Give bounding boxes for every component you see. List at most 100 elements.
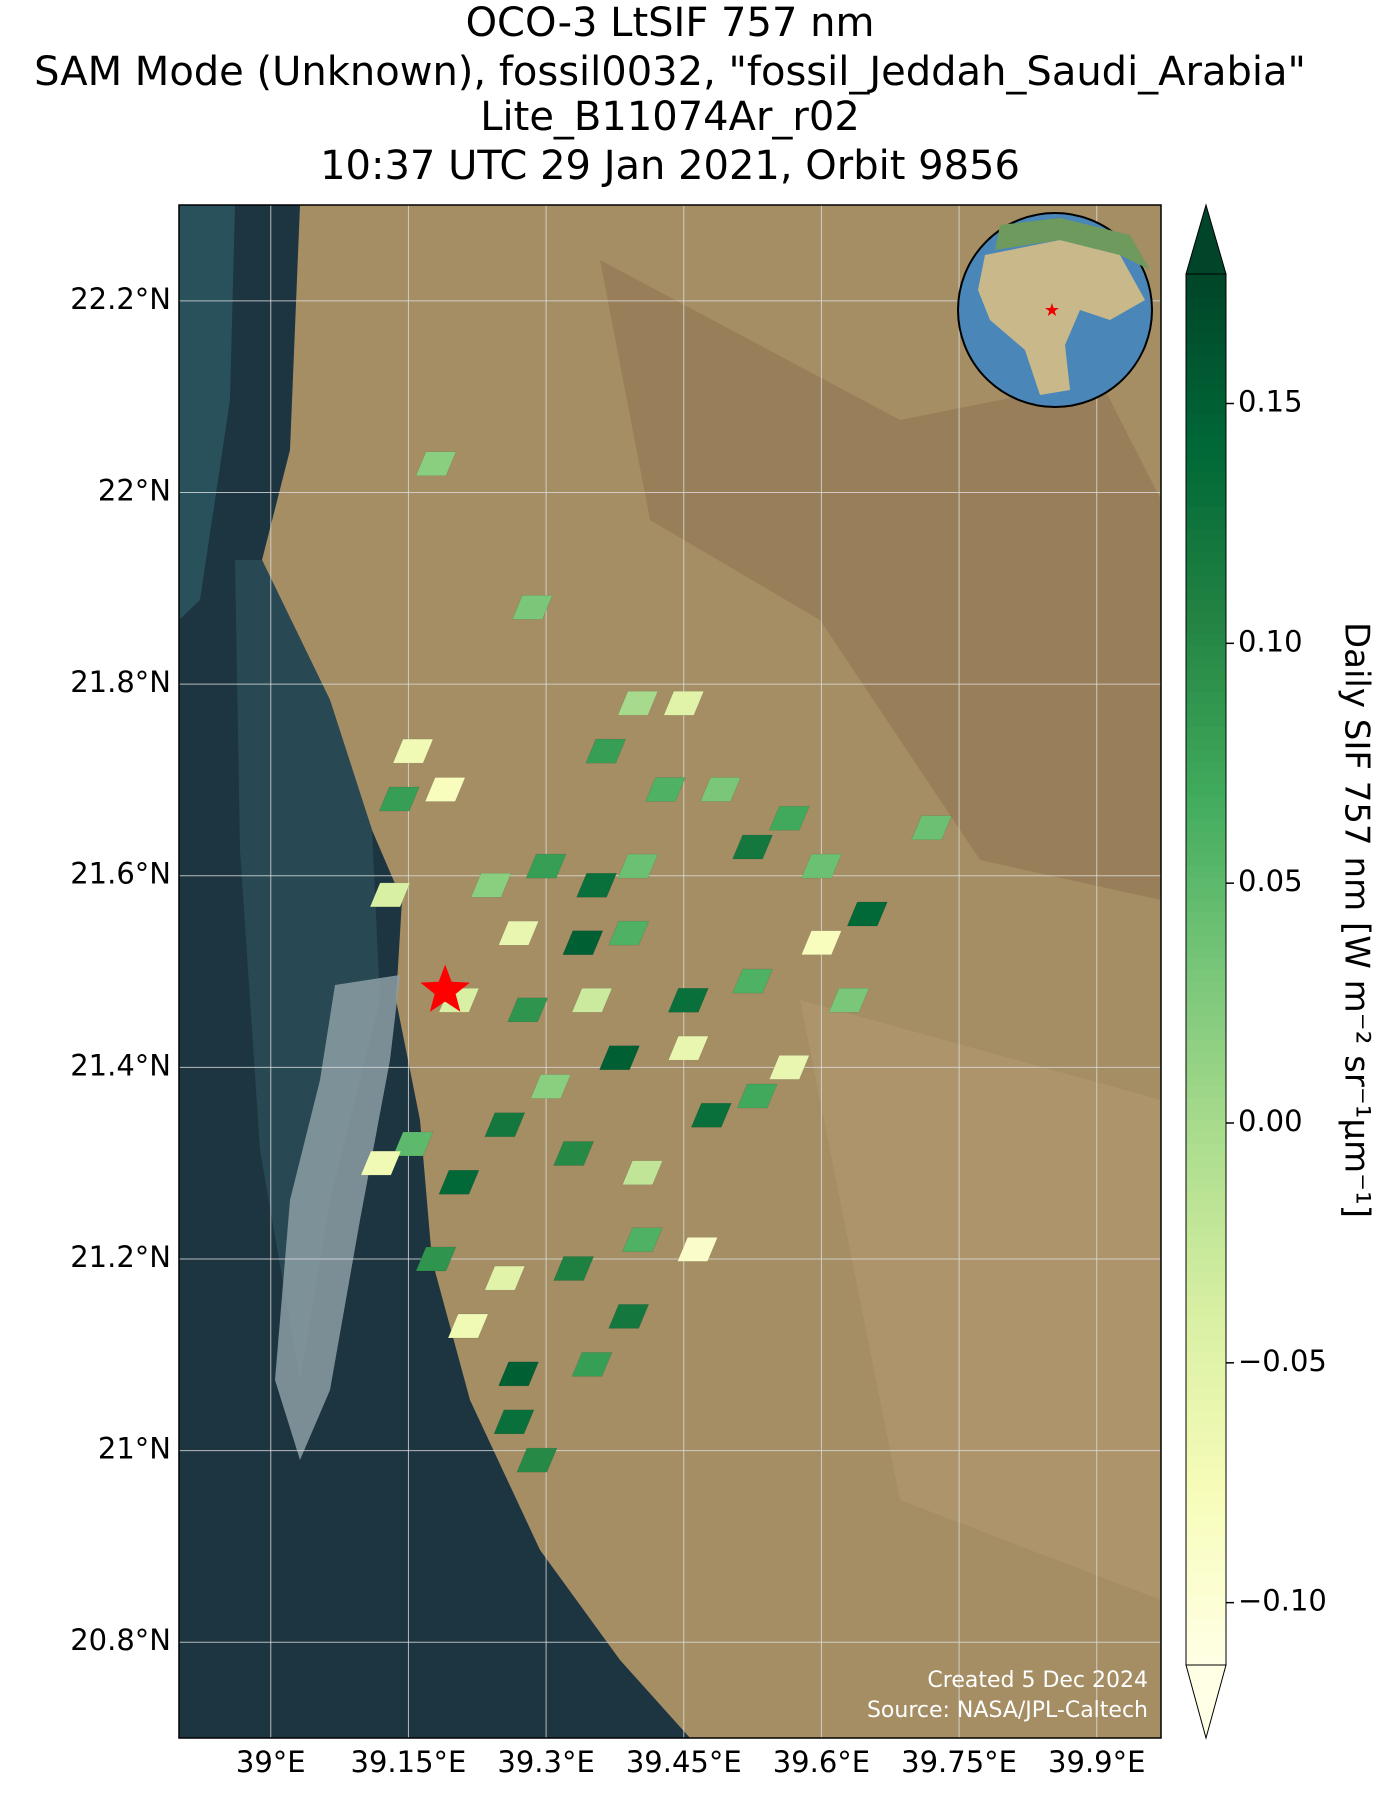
colorbar-segment	[1186, 1653, 1226, 1666]
colorbar-segment	[1186, 911, 1226, 924]
y-tick-label: 21°N	[98, 1432, 171, 1466]
colorbar-segment	[1186, 1085, 1226, 1098]
colorbar-segment	[1186, 1525, 1226, 1539]
colorbar-segment	[1186, 552, 1226, 565]
colorbar-segment	[1186, 1456, 1226, 1469]
colorbar-segment	[1186, 285, 1226, 298]
sif-cell	[801, 853, 842, 879]
sif-cell	[768, 805, 810, 831]
colorbar-segment	[1186, 540, 1226, 553]
colorbar-segment	[1186, 1154, 1226, 1168]
colorbar-segment	[1186, 1363, 1226, 1376]
sif-cell	[608, 1304, 650, 1329]
colorbar-segment	[1186, 772, 1226, 785]
sif-cell	[571, 987, 613, 1013]
colorbar-segment	[1186, 517, 1226, 530]
colorbar-segment	[1186, 1641, 1226, 1655]
sif-cell	[447, 1313, 489, 1339]
y-tick-label: 21.2°N	[70, 1240, 171, 1274]
colorbar-segment	[1186, 586, 1226, 600]
colorbar-segment	[1186, 459, 1226, 472]
colorbar-segment	[1186, 656, 1226, 669]
colorbar-extend-min	[1185, 1664, 1227, 1740]
colorbar-segment	[1186, 1398, 1226, 1411]
sif-cell	[732, 834, 773, 860]
colorbar-segment	[1186, 1375, 1226, 1388]
colorbar-segment	[1186, 679, 1226, 692]
colorbar-segment	[1186, 1224, 1226, 1237]
colorbar-segment	[1186, 899, 1226, 913]
colorbar-segment	[1186, 297, 1226, 310]
colorbar-segment	[1186, 1607, 1226, 1620]
colorbar-segment	[1186, 1004, 1226, 1017]
sif-cell	[576, 873, 617, 898]
basemap	[179, 205, 1161, 1738]
sif-cell	[645, 777, 686, 802]
colorbar-segment	[1186, 1131, 1226, 1144]
colorbar-segment	[1186, 1491, 1226, 1504]
colorbar-segment	[1186, 1479, 1226, 1492]
colorbar-segment	[1186, 1294, 1226, 1307]
colorbar-segment	[1186, 482, 1226, 495]
sif-cell	[378, 786, 420, 812]
sif-cell	[516, 1447, 558, 1473]
colorbar-segment	[1186, 1282, 1226, 1295]
colorbar-tick-label: 0.15	[1238, 385, 1303, 419]
colorbar-frame	[1185, 273, 1227, 1666]
sif-cell	[677, 1237, 718, 1262]
colorbar-segment	[1186, 784, 1226, 797]
colorbar-segment	[1186, 1444, 1226, 1457]
globe-land	[995, 218, 1150, 270]
colorbar-segment	[1186, 1236, 1226, 1249]
colorbar-segment	[1186, 1120, 1226, 1133]
colorbar-segment	[1186, 1537, 1226, 1550]
y-tick-label: 21.4°N	[70, 1048, 171, 1082]
colorbar-segment	[1186, 853, 1226, 866]
colorbar-segment	[1186, 1421, 1226, 1434]
reef	[179, 205, 235, 620]
sif-cell	[667, 987, 709, 1013]
terrain	[800, 1000, 1161, 1600]
colorbar-segment	[1186, 1097, 1226, 1110]
sif-cell	[846, 901, 888, 927]
chart-title: 10:37 UTC 29 Jan 2021, Orbit 9856	[320, 143, 1020, 189]
site-marker	[420, 964, 470, 1012]
colorbar-segment	[1186, 308, 1226, 321]
colorbar-segment	[1186, 436, 1226, 449]
sif-cell	[438, 1170, 480, 1195]
colorbar-segment	[1186, 1015, 1226, 1029]
colorbar-segment	[1186, 1572, 1226, 1585]
colorbar-segment	[1186, 830, 1226, 843]
sif-cell	[571, 1352, 613, 1377]
sif-cell	[493, 1409, 535, 1435]
sif-cell	[424, 777, 466, 802]
colorbar-segment	[1186, 807, 1226, 820]
sif-cell	[498, 920, 539, 946]
colorbar-segment	[1186, 494, 1226, 507]
sif-cell	[392, 738, 434, 764]
colorbar-segment	[1186, 1595, 1226, 1608]
sif-cell	[470, 873, 512, 898]
sif-cell	[667, 1035, 709, 1061]
sif-cell	[599, 1045, 640, 1070]
colorbar-segment	[1186, 737, 1226, 750]
colorbar-segment	[1186, 610, 1226, 623]
sif-cell	[415, 451, 457, 476]
colorbar-segment	[1186, 378, 1226, 391]
sif-cell	[622, 1160, 663, 1185]
x-tick-label: 39.6°E	[773, 1745, 870, 1779]
credit: Created 5 Dec 2024	[927, 1668, 1148, 1693]
colorbar-segment	[1186, 749, 1226, 762]
sif-cell	[617, 853, 659, 879]
sif-cell	[608, 920, 650, 946]
sif-cell	[360, 1150, 402, 1176]
colorbar-segment	[1186, 795, 1226, 808]
sif-cell	[369, 882, 411, 908]
sif-cell	[585, 738, 627, 764]
colorbar-segment	[1186, 1073, 1226, 1087]
colorbar-segment	[1186, 413, 1226, 426]
colorbar-segment	[1186, 969, 1226, 982]
colorbar-segment	[1186, 841, 1226, 855]
colorbar-segment	[1186, 876, 1226, 889]
